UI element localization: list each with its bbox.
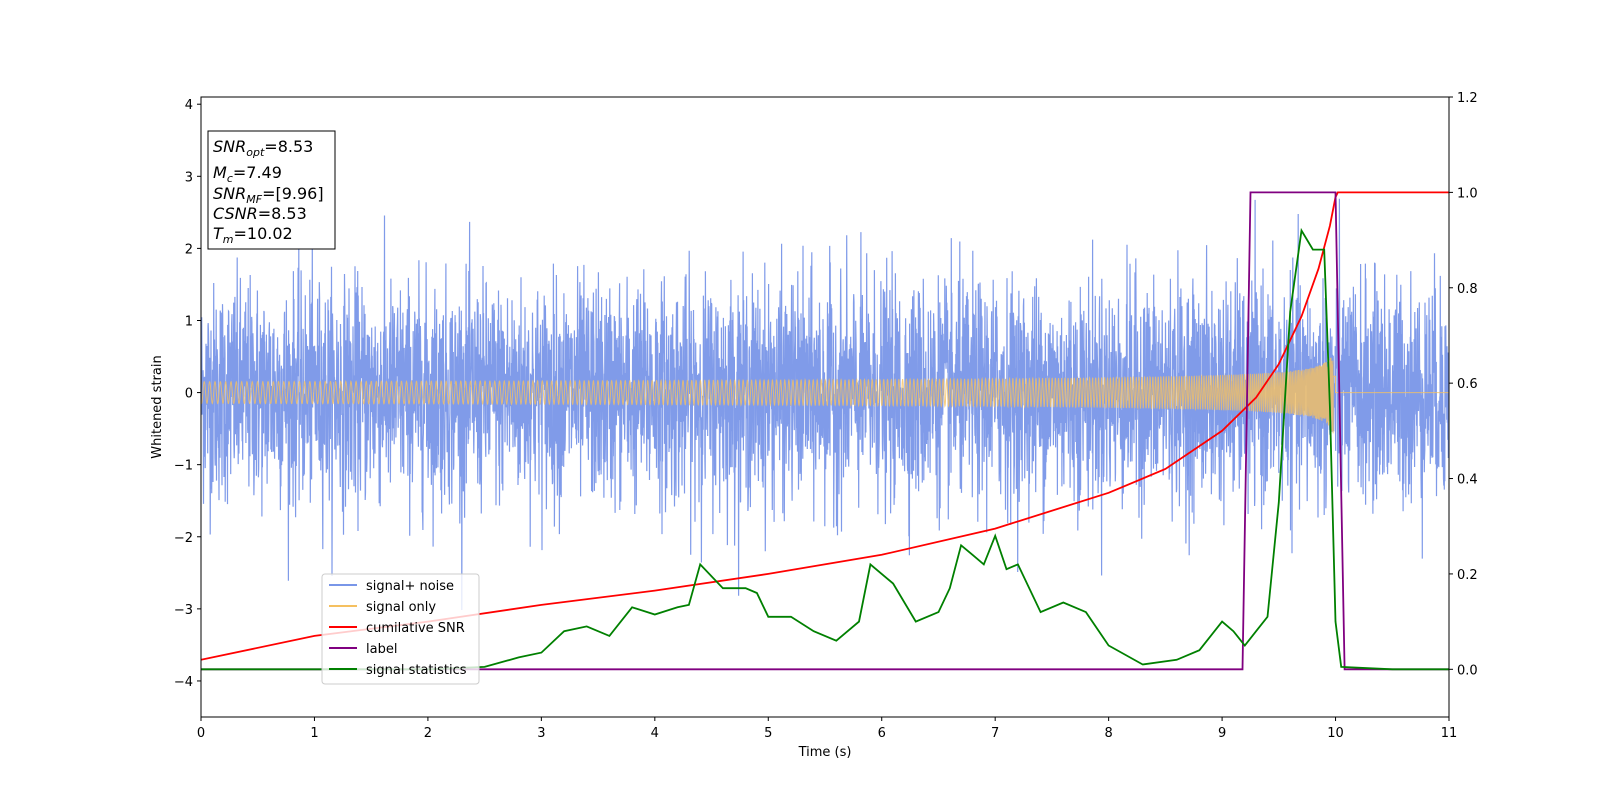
series-signal-only <box>201 357 1449 434</box>
info-line-csnr: CSNR=8.53 <box>213 204 307 223</box>
plot-frame <box>200 96 1450 718</box>
y-tick-label: −1 <box>174 459 193 474</box>
info-box: SNRopt=8.53 Mc=7.49 SNRMF=[9.96] CSNR=8.… <box>207 130 336 250</box>
y-tick-label: 0 <box>185 387 193 402</box>
y2-tick-label: 0.0 <box>1457 663 1478 678</box>
legend: signal+ noise signal only cumilative SNR… <box>321 573 480 685</box>
series-signal-statistics <box>201 227 1449 671</box>
y-tick-label: −4 <box>174 675 193 690</box>
axes-layer: 0 1 2 3 4 5 6 7 8 9 10 1143210−1−2−3−41.21.00.80.60… <box>174 91 1478 741</box>
legend-label-label: label <box>366 642 397 657</box>
x-tick-label: 2 <box>424 726 432 741</box>
x-axis-label: Time (s) <box>798 745 852 760</box>
y-tick-label: 3 <box>185 170 193 185</box>
info-box-frame <box>207 130 336 250</box>
info-line-mc: Mc=7.49 <box>213 163 282 185</box>
y-tick-label: 4 <box>185 98 193 113</box>
legend-label-signal-noise: signal+ noise <box>366 579 454 594</box>
x-tick-label: 7 <box>991 726 999 741</box>
x-tick-label: 6 <box>878 726 886 741</box>
x-tick-label: 8 <box>1104 726 1112 741</box>
y2-tick-label: 0.8 <box>1457 282 1478 297</box>
series-layer <box>201 191 1449 671</box>
x-tick-label: 5 <box>764 726 772 741</box>
series-signal-noise <box>201 198 1449 611</box>
y-tick-label: 2 <box>185 242 193 257</box>
y2-tick-label: 0.6 <box>1457 377 1478 392</box>
y-tick-label: 1 <box>185 314 193 329</box>
info-line-snr-mf: SNRMF=[9.96] <box>213 184 324 206</box>
x-tick-label: 1 <box>310 726 318 741</box>
y-tick-label: −3 <box>174 603 193 618</box>
x-tick-label: 11 <box>1441 726 1458 741</box>
legend-label-signal-statistics: signal statistics <box>366 663 467 678</box>
x-tick-label: 3 <box>537 726 545 741</box>
x-tick-label: 0 <box>197 726 205 741</box>
legend-label-cumulative-snr: cumilative SNR <box>366 621 465 636</box>
y2-tick-label: 0.4 <box>1457 473 1478 488</box>
y2-tick-label: 0.2 <box>1457 568 1478 583</box>
y2-tick-label: 1.2 <box>1457 91 1478 106</box>
legend-frame <box>321 573 480 685</box>
info-line-tm: Tm=10.02 <box>213 224 293 246</box>
y2-tick-label: 1.0 <box>1457 186 1478 201</box>
y-axis-label: Whitened strain <box>150 355 165 458</box>
series-label <box>201 191 1449 671</box>
x-tick-label: 4 <box>651 726 659 741</box>
info-line-snr-opt: SNRopt=8.53 <box>213 137 313 159</box>
x-tick-label: 10 <box>1327 726 1344 741</box>
x-tick-label: 9 <box>1218 726 1226 741</box>
y-tick-label: −2 <box>174 531 193 546</box>
legend-label-signal-only: signal only <box>366 600 436 615</box>
series-cumulative-snr <box>201 191 1449 661</box>
